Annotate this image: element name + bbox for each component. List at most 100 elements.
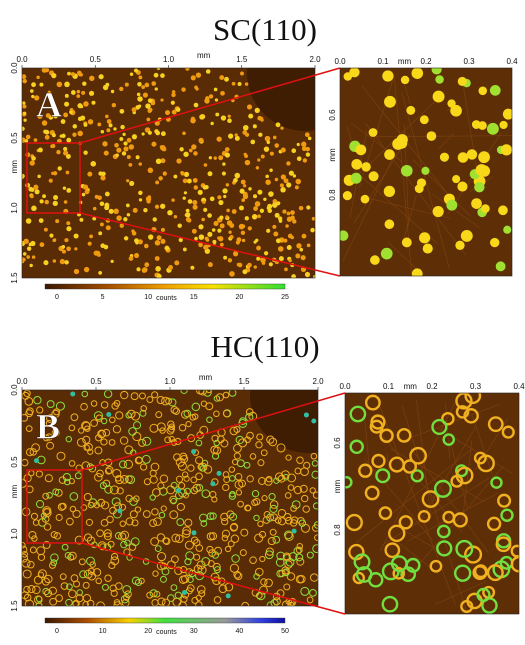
inset-particle (487, 416, 504, 433)
particle (284, 530, 293, 540)
particle (254, 107, 260, 114)
particle (265, 475, 273, 483)
particle (184, 171, 190, 177)
particle (286, 572, 296, 581)
particle (108, 208, 114, 214)
inset-x-tick-label: 0.1 (383, 382, 395, 391)
particle (125, 494, 133, 503)
particle (82, 435, 91, 444)
particle (257, 214, 261, 219)
inset-x-tick-label: 0.3 (470, 382, 482, 391)
particle (23, 118, 27, 122)
particle (258, 477, 266, 485)
particle (103, 532, 112, 541)
particle (30, 512, 39, 520)
particle (228, 492, 237, 500)
particle (140, 463, 148, 471)
particle (26, 246, 32, 251)
y-axis-unit: mm (10, 160, 19, 174)
particle (276, 443, 286, 453)
particle (207, 213, 212, 218)
colorbar-tick-label: 20 (144, 628, 152, 635)
particle (27, 560, 35, 569)
particle (238, 223, 245, 230)
inset-particle (486, 564, 504, 582)
particle (119, 86, 124, 92)
fiber (382, 477, 490, 546)
particle (118, 532, 127, 541)
colorbar-tick-label: 40 (236, 628, 244, 635)
particle (172, 407, 181, 415)
particle (45, 419, 53, 427)
particle (119, 108, 125, 114)
inset-particle (392, 567, 406, 580)
particle (176, 502, 185, 512)
particle (255, 166, 260, 170)
particle (171, 109, 177, 115)
particle (43, 129, 48, 134)
particle (59, 573, 67, 580)
particle (81, 90, 86, 95)
particle (236, 459, 245, 468)
fiber (421, 426, 476, 519)
particle (95, 414, 103, 422)
particle (310, 452, 318, 460)
particle (195, 456, 204, 465)
particle (33, 138, 38, 142)
particle (201, 489, 211, 499)
particle (187, 434, 196, 443)
particle (110, 89, 115, 94)
particle (136, 92, 141, 97)
particle (222, 483, 230, 492)
particle (87, 567, 95, 575)
particle (184, 540, 194, 550)
particle (242, 269, 248, 275)
particle (255, 238, 259, 242)
inset-particle (500, 508, 514, 522)
particle (151, 508, 159, 516)
particle (69, 505, 77, 513)
particle (266, 206, 270, 210)
inset-particle (490, 476, 503, 489)
particle (300, 586, 310, 596)
particle (211, 228, 216, 232)
inset-particle (455, 240, 465, 250)
particle (238, 438, 248, 448)
inset-particle (478, 151, 490, 164)
particle (168, 423, 176, 430)
inset-map (340, 68, 512, 276)
particle (116, 147, 122, 153)
particle (212, 446, 222, 455)
particle (279, 183, 284, 188)
particle (37, 571, 45, 579)
inset-particle (447, 99, 456, 108)
particle (173, 215, 178, 219)
particle (123, 141, 128, 146)
particle (138, 392, 146, 400)
particle (97, 122, 102, 127)
particle (217, 228, 222, 233)
particle (217, 195, 222, 200)
particle (243, 184, 247, 188)
particle (190, 117, 196, 124)
colorbar-tick-label: 30 (190, 628, 198, 635)
particle (283, 178, 289, 184)
particle (113, 399, 121, 407)
particle (191, 402, 201, 412)
particle (142, 267, 148, 273)
particle (195, 72, 202, 78)
inset-particle (421, 166, 430, 175)
particle (55, 513, 63, 522)
particle (161, 396, 170, 406)
particle (43, 523, 52, 531)
particle (52, 259, 57, 263)
particle (255, 441, 263, 449)
particle (52, 200, 58, 206)
particle (142, 436, 152, 446)
particle (296, 142, 300, 147)
particle (154, 256, 160, 261)
particle (265, 174, 269, 179)
particle (22, 542, 26, 549)
particle (213, 410, 220, 418)
particle (128, 543, 137, 551)
